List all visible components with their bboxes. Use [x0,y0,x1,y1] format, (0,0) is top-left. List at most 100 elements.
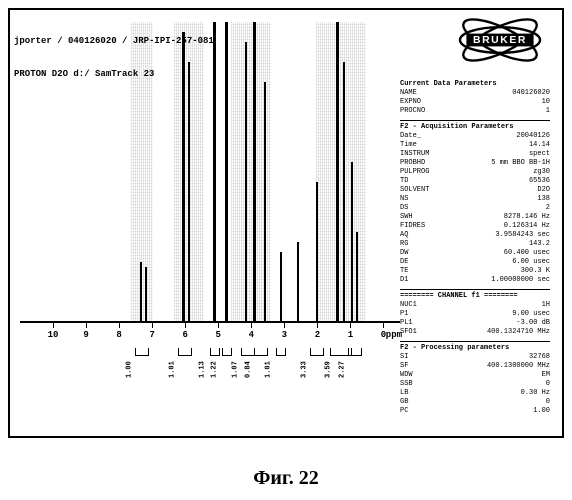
integral-bracket [210,348,220,356]
tick-label: 10 [48,330,59,340]
integral-value: 1.07 [232,361,240,378]
peak [213,22,216,322]
integral-bracket [254,348,268,356]
param-section-title: F2 - Acquisition Parameters [400,123,550,132]
peak [225,22,228,322]
peak [245,42,247,322]
param-row: INSTRUMspect [400,150,550,159]
tick-label: 5 [216,330,221,340]
integral-bracket [222,348,232,356]
param-row: DS2 [400,204,550,213]
nmr-spectrum: ppm 109876543210 1.001.011.131.221.070.8… [20,40,400,378]
integrals: 1.00 1.01 1.131.22 1.07 0.84 1.01 3.33 3.59 2.27 [20,348,400,378]
peak [343,62,345,322]
tick [185,322,186,328]
integral-value: 1.01 [169,361,177,378]
peak [188,62,190,322]
param-row: SWH8278.146 Hz [400,213,550,222]
integral-value: 1.22 [210,361,218,378]
peak [253,22,256,322]
tick [284,322,285,328]
param-row: PROBHD5 mm BBO BB-1H [400,159,550,168]
axis-label: ppm [386,330,402,340]
param-row: NUC11H [400,301,550,310]
tick-label: 6 [183,330,188,340]
integral-bracket [178,348,192,356]
integral-bracket [276,348,286,356]
param-row: AQ3.9584243 sec [400,231,550,240]
integral-value: 3.59 [324,361,332,378]
param-row: D11.00000000 sec [400,276,550,285]
tick-label: 3 [282,330,287,340]
param-row: DE6.00 usec [400,258,550,267]
tick [350,322,351,328]
tick [317,322,318,328]
param-row: LB0.30 Hz [400,389,550,398]
param-row: P19.00 usec [400,310,550,319]
param-row: NS138 [400,195,550,204]
peak [182,32,185,322]
param-row: SI32768 [400,353,550,362]
param-row: RG143.2 [400,240,550,249]
integral-value: 2.27 [339,361,347,378]
param-row: GB0 [400,398,550,407]
integral-value: 1.01 [265,361,273,378]
param-section-title: F2 - Processing parameters [400,344,550,353]
tick [218,322,219,328]
tick-label: 2 [315,330,320,340]
peak [140,262,142,322]
tick-label: 1 [348,330,353,340]
param-row: TD65536 [400,177,550,186]
tick-label: 9 [83,330,88,340]
peak [336,22,339,322]
bruker-logo: BRUKER [452,16,548,64]
param-section-title: ======== CHANNEL f1 ======== [400,292,550,301]
tick-label: 7 [149,330,154,340]
parameter-panel: Current Data ParametersNAME040126020EXPN… [400,80,550,416]
integral-bracket [241,348,255,356]
integral-value: 3.33 [301,361,309,378]
param-row: SSB0 [400,380,550,389]
param-row: Time14.14 [400,141,550,150]
tick [383,322,384,328]
param-row: WDWEM [400,371,550,380]
x-axis: ppm 109876543210 [20,322,400,346]
noise-band [131,22,153,322]
integral-value: 1.00 [126,361,134,378]
peak [316,182,318,322]
axis-line [20,322,400,323]
tick [251,322,252,328]
param-row: PC1.00 [400,407,550,416]
param-row: SF400.1300000 MHz [400,362,550,371]
param-row: SFO1400.1324710 MHz [400,328,550,337]
peak [264,82,266,322]
param-row: PROCNO1 [400,107,550,116]
peak [297,242,299,322]
param-row: PL1-3.00 dB [400,319,550,328]
tick [119,322,120,328]
integral-bracket [310,348,324,356]
param-row: DW60.400 usec [400,249,550,258]
param-row: PULPROGzg30 [400,168,550,177]
tick-label: 4 [249,330,254,340]
tick [152,322,153,328]
integral-value: 1.13 [199,361,207,378]
peak [280,252,282,322]
param-row: EXPNO10 [400,98,550,107]
integral-value: 0.84 [245,361,253,378]
param-row: SOLVENTD2O [400,186,550,195]
integral-bracket [135,348,149,356]
param-row: Date_20040126 [400,132,550,141]
param-row: TE300.3 K [400,267,550,276]
param-section-title: Current Data Parameters [400,80,550,89]
peak [356,232,358,322]
tick [86,322,87,328]
peak [145,267,147,322]
logo-text: BRUKER [473,35,527,46]
tick-label: 0 [381,330,386,340]
peak [351,162,353,322]
figure-caption: Фиг. 22 [0,467,572,490]
tick [53,322,54,328]
tick-label: 8 [116,330,121,340]
param-row: NAME040126020 [400,89,550,98]
